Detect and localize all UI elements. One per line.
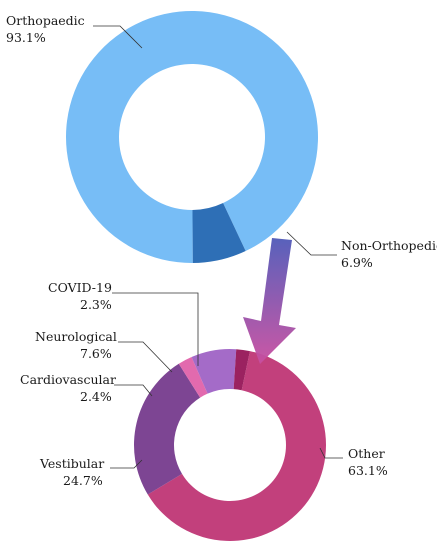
slice-neurological bbox=[191, 349, 237, 394]
slice-vestibular bbox=[134, 363, 201, 495]
leader-vestibular bbox=[110, 459, 143, 469]
top-donut bbox=[65, 11, 318, 264]
label-orthopaedic-value: 93.1% bbox=[6, 30, 46, 45]
leader-non-orthopedic bbox=[286, 231, 337, 256]
leader-cardiovascular bbox=[114, 384, 153, 397]
label-orthopaedic-name: Orthopaedic bbox=[6, 13, 85, 28]
label-covid-value: 2.3% bbox=[80, 297, 112, 312]
leader-orthopaedic bbox=[93, 25, 143, 49]
slice-other bbox=[147, 351, 326, 542]
leader-neurological bbox=[118, 341, 173, 373]
label-vestibular-name: Vestibular bbox=[39, 456, 104, 471]
label-cardiovascular-name: Cardiovascular bbox=[20, 372, 116, 387]
leader-other bbox=[319, 447, 343, 459]
slice-non-orthopedic bbox=[192, 203, 246, 263]
drilldown-arrow bbox=[243, 238, 296, 364]
label-other-name: Other bbox=[348, 446, 385, 461]
slice-cardiovascular bbox=[178, 357, 208, 398]
label-other-value: 63.1% bbox=[348, 463, 388, 478]
label-covid-name: COVID-19 bbox=[48, 280, 112, 295]
label-neurological-value: 7.6% bbox=[80, 346, 112, 361]
slice-covid-19 bbox=[233, 349, 250, 391]
label-non-orthopedic-value: 6.9% bbox=[341, 255, 373, 270]
leader-covid bbox=[112, 292, 199, 366]
slice-orthopaedic bbox=[65, 11, 318, 264]
label-cardiovascular-value: 2.4% bbox=[80, 389, 112, 404]
label-non-orthopedic-name: Non-Orthopedic bbox=[341, 238, 437, 253]
label-vestibular-value: 24.7% bbox=[63, 473, 103, 488]
label-neurological-name: Neurological bbox=[35, 329, 117, 344]
bottom-donut bbox=[134, 349, 326, 542]
